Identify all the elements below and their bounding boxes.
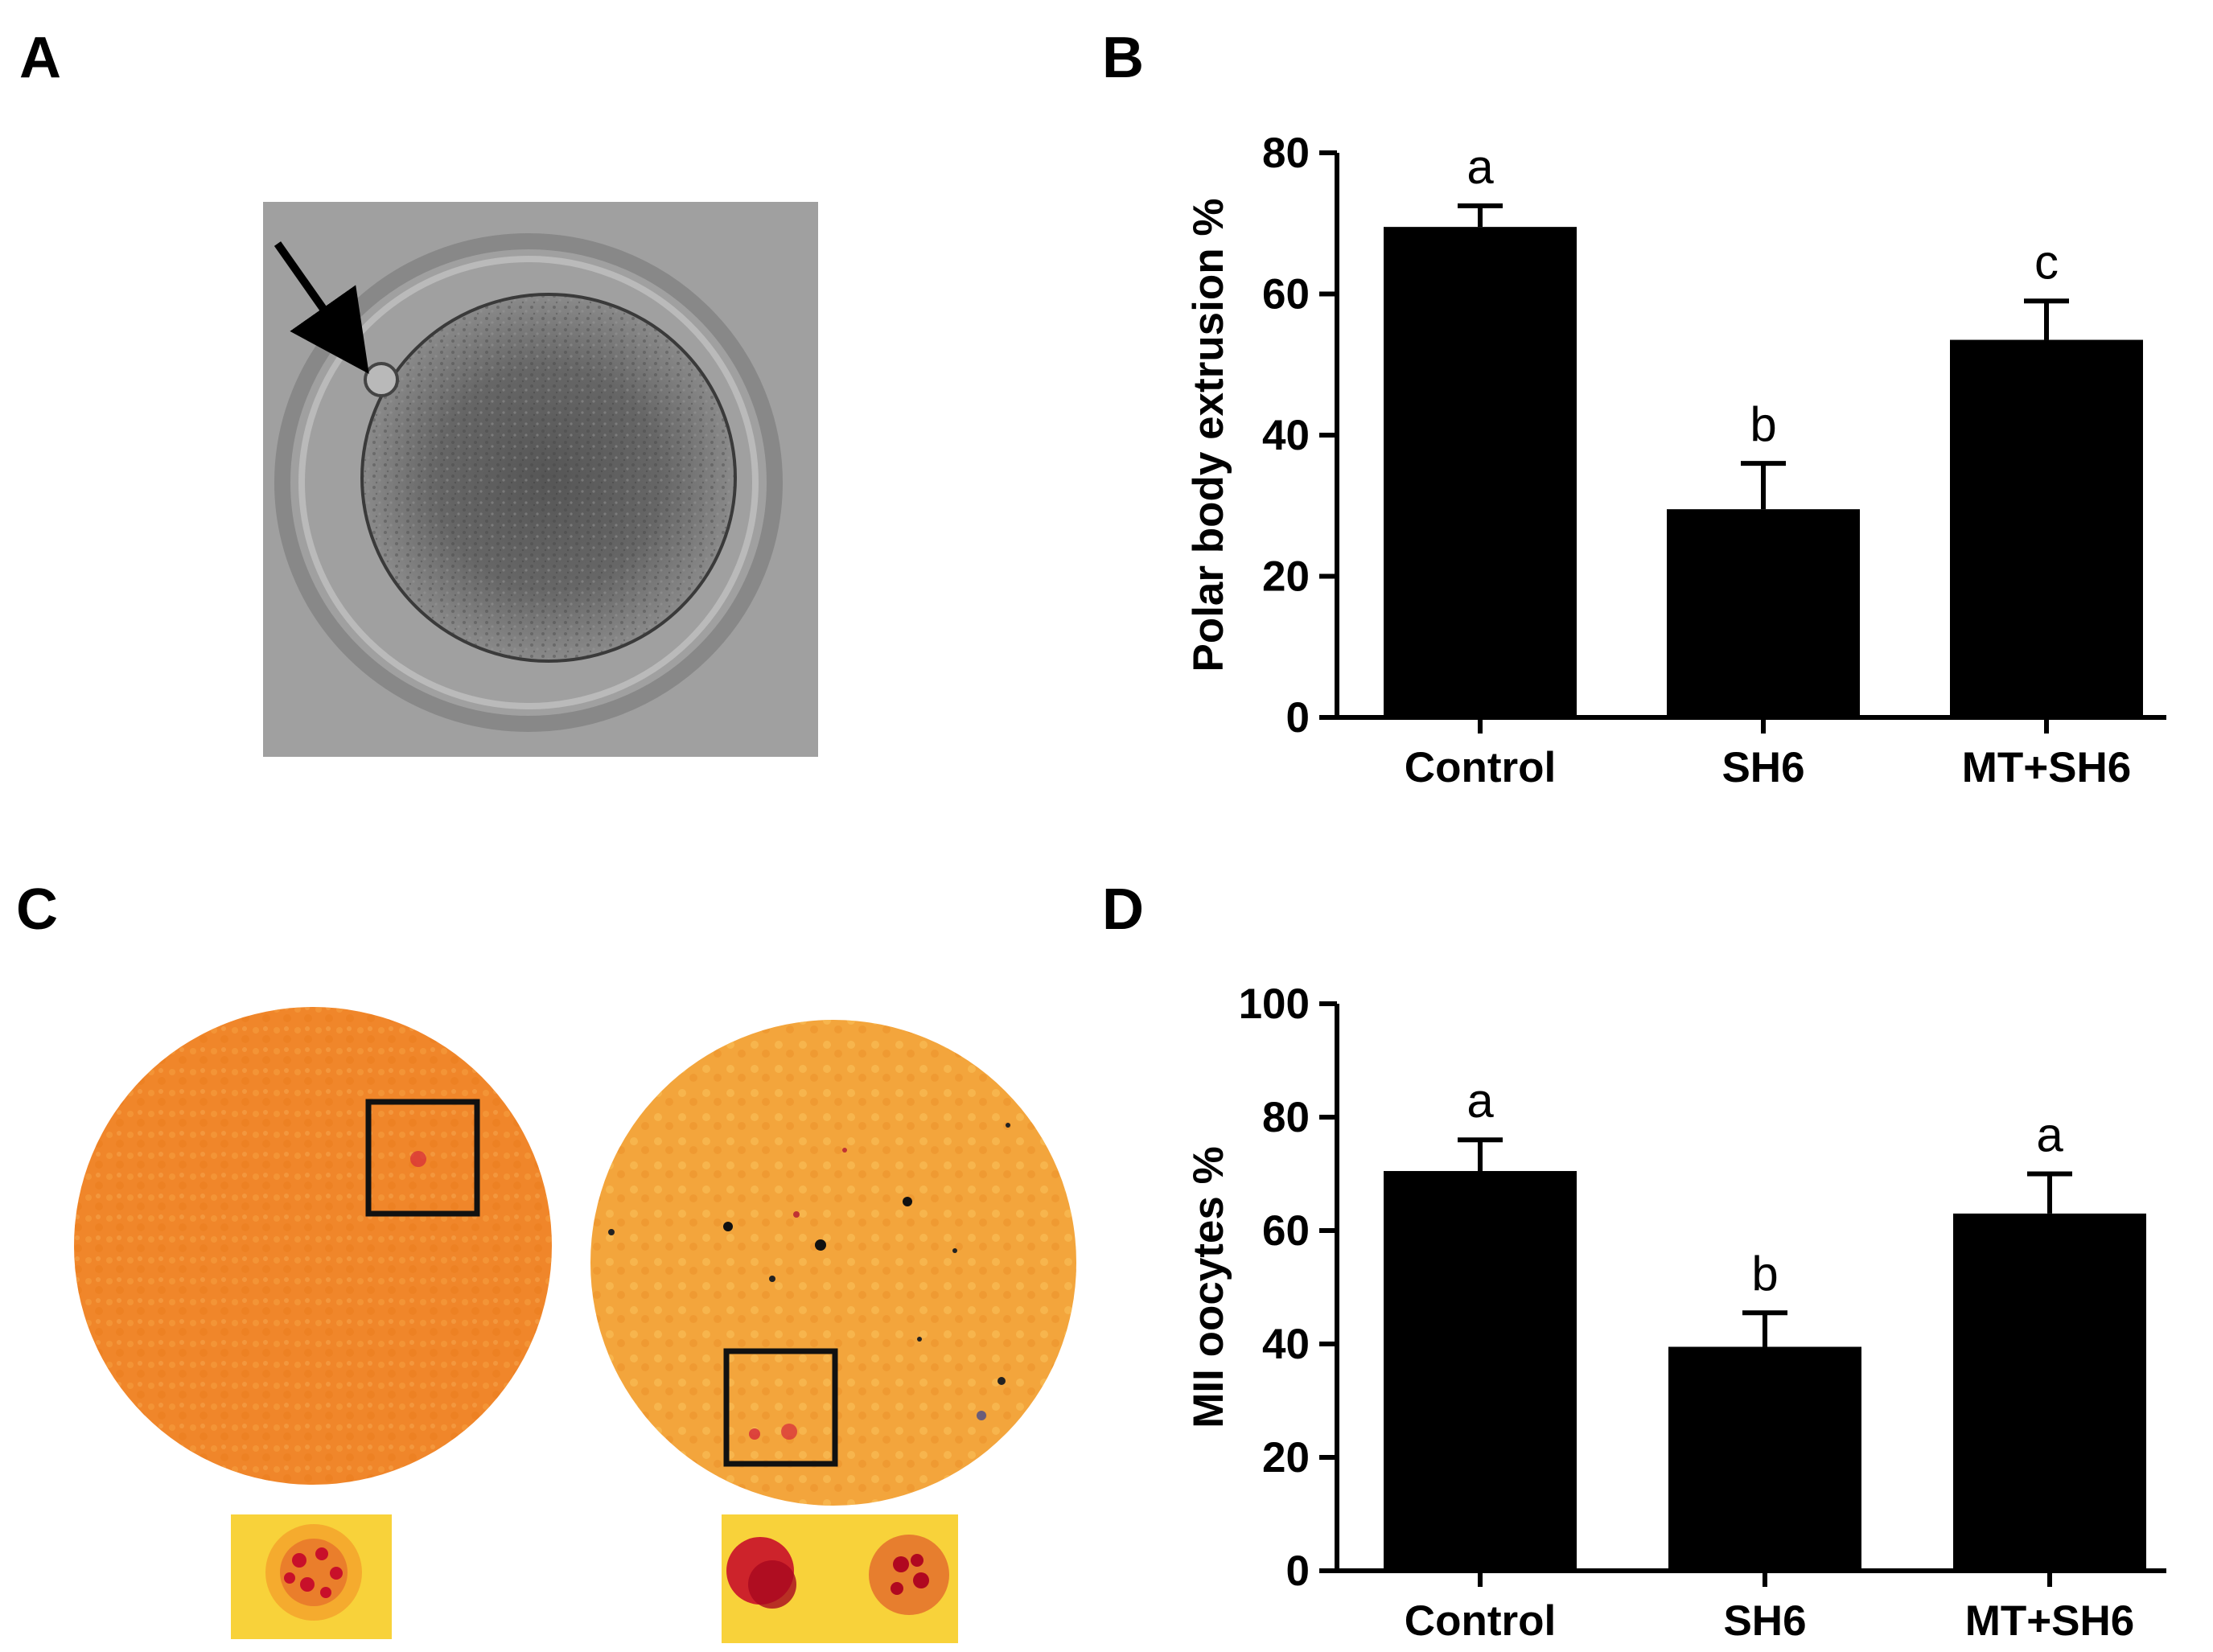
- bar: [1953, 1213, 2146, 1571]
- arrow-icon: [274, 241, 369, 374]
- bar: [1667, 509, 1860, 717]
- x-tick-label: SH6: [1723, 1597, 1806, 1645]
- y-tick-label: 80: [1262, 129, 1310, 177]
- inset-left: [231, 1514, 392, 1639]
- x-tick-label: SH6: [1721, 744, 1804, 791]
- y-tick-label: 60: [1262, 1207, 1310, 1255]
- significance-letter: a: [1466, 1074, 1494, 1128]
- y-tick-label: 80: [1262, 1094, 1310, 1141]
- panel-label-a: A: [19, 26, 61, 90]
- stain-texture-right: [590, 1020, 1076, 1506]
- cytoplasm-texture: [364, 296, 734, 660]
- chromosome-spot: [781, 1424, 797, 1440]
- bar: [1668, 1346, 1861, 1571]
- inset-right: [722, 1514, 958, 1643]
- debris-dots: [608, 1123, 1010, 1420]
- x-tick-label: Control: [1405, 1597, 1556, 1645]
- stained-oocytes: [74, 1007, 1076, 1643]
- x-tick-label: MT+SH6: [1962, 744, 2132, 791]
- significance-letter: a: [1466, 140, 1494, 194]
- y-tick-label: 20: [1262, 553, 1310, 601]
- panel-label-d: D: [1102, 877, 1144, 942]
- y-tick-label: 100: [1239, 980, 1310, 1028]
- polar-body: [364, 362, 399, 397]
- y-tick-label: 60: [1262, 271, 1310, 318]
- x-tick-label: MT+SH6: [1965, 1597, 2135, 1645]
- y-tick-label: 0: [1286, 694, 1310, 742]
- zoom-box-left: [365, 1099, 480, 1217]
- bar: [1384, 1170, 1577, 1571]
- mii-oocytes-chart: 0 20 40 60 80 100 MII oocytes % a Control b SH6 a MT…: [1185, 980, 2166, 1645]
- polar-body-extrusion-chart: 0 20 40 60 80 Polar body extrusion % a Control b…: [1185, 129, 2166, 791]
- bar: [1950, 339, 2143, 717]
- x-tick-label: Control: [1405, 744, 1556, 791]
- y-tick-label: 0: [1286, 1547, 1310, 1595]
- zona-inner-ring: [298, 256, 759, 709]
- significance-letter: a: [2036, 1108, 2063, 1162]
- panel-label-b: B: [1102, 26, 1144, 90]
- oocyte-micrograph: [263, 202, 818, 757]
- zoom-box-right: [723, 1348, 838, 1467]
- bar: [1384, 227, 1577, 717]
- panel-label-c: C: [16, 877, 58, 942]
- stain-texture-left: [74, 1007, 552, 1485]
- significance-letter: b: [1751, 1247, 1778, 1301]
- y-axis-title: MII oocytes %: [1185, 1146, 1232, 1428]
- significance-letter: b: [1750, 397, 1776, 451]
- zona-pellucida: [274, 233, 783, 732]
- chromosome-spot: [749, 1428, 760, 1440]
- chromosome-spot: [410, 1151, 426, 1167]
- y-tick-label: 20: [1262, 1434, 1310, 1481]
- y-tick-label: 40: [1262, 1321, 1310, 1368]
- y-tick-label: 40: [1262, 412, 1310, 459]
- y-axis-title: Polar body extrusion %: [1185, 198, 1232, 672]
- significance-letter: c: [2034, 235, 2059, 289]
